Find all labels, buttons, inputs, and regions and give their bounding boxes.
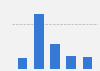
- Bar: [50, 45, 60, 69]
- Bar: [83, 57, 92, 69]
- Bar: [18, 58, 27, 69]
- Bar: [66, 56, 76, 69]
- Bar: [34, 14, 44, 69]
